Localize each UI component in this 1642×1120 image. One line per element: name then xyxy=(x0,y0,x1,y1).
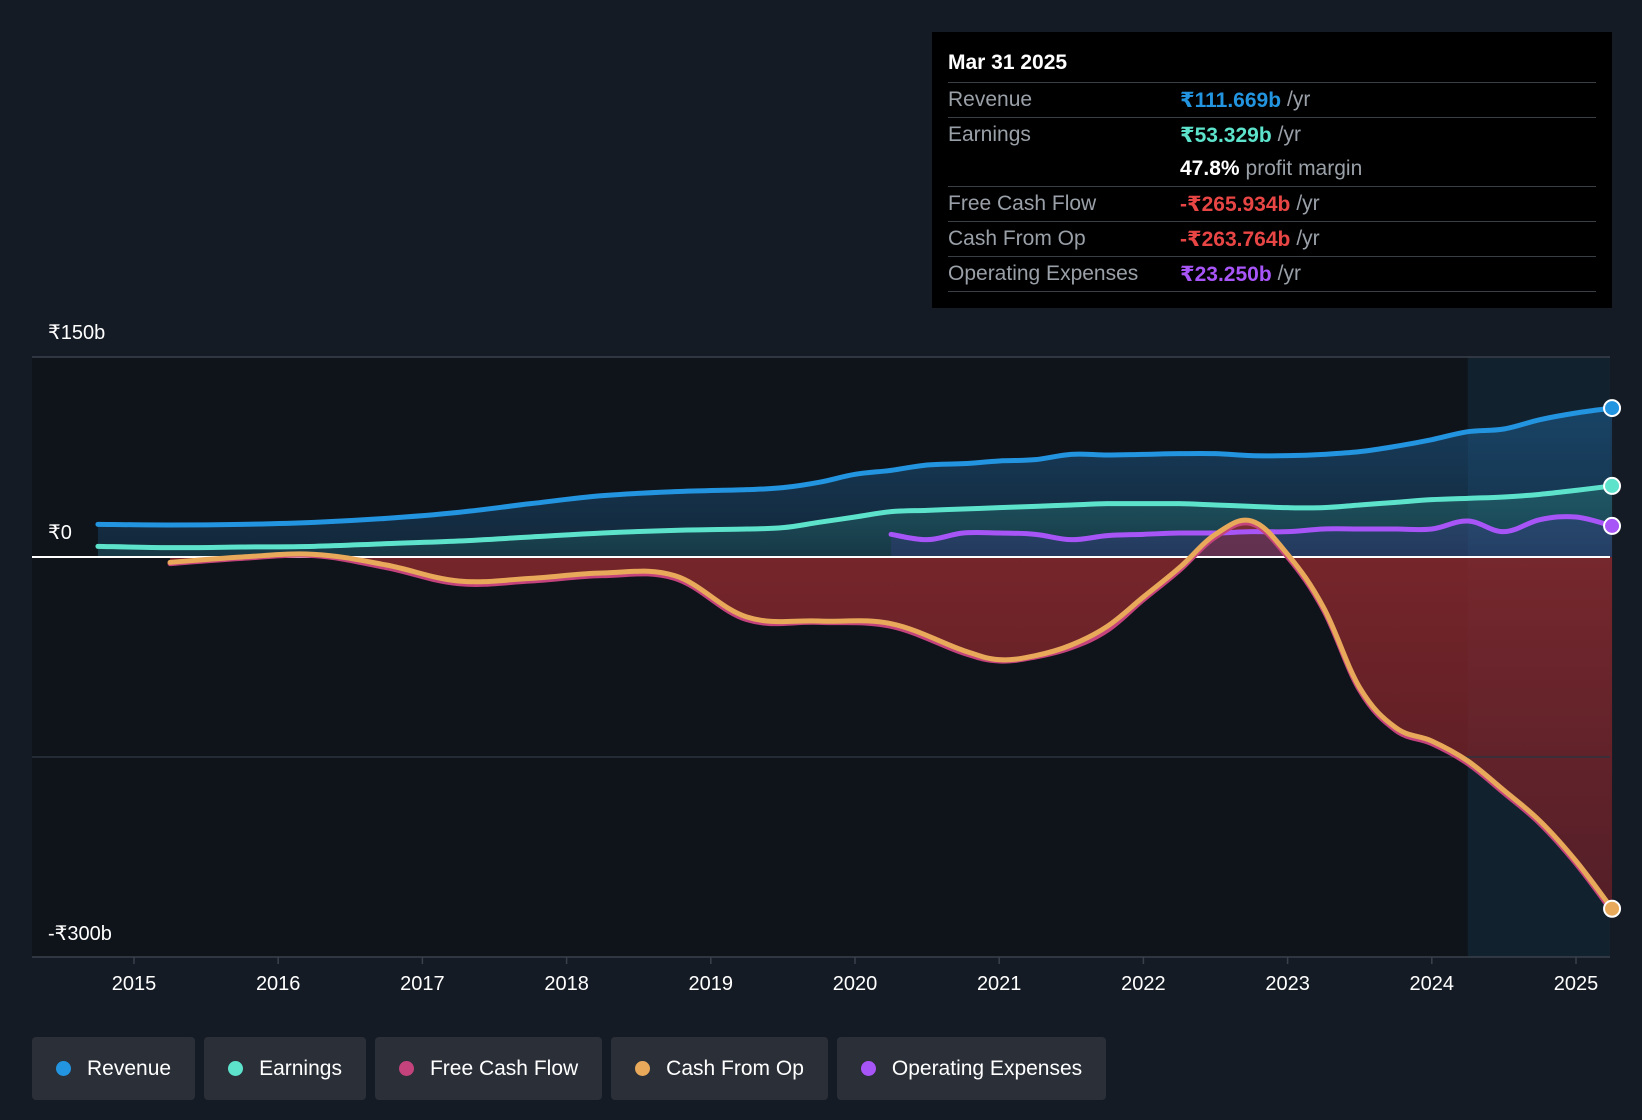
tooltip-row-margin: 47.8% profit margin xyxy=(948,152,1596,186)
tooltip: Mar 31 2025 Revenue ₹111.669b /yr Earnin… xyxy=(932,32,1612,308)
legend-dot-icon xyxy=(635,1061,651,1076)
legend-label: Cash From Op xyxy=(666,1056,804,1080)
operating-expenses-endpoint xyxy=(1603,516,1622,535)
legend-label: Earnings xyxy=(259,1056,342,1080)
legend-item-revenue[interactable]: Revenue xyxy=(32,1037,196,1100)
earnings-endpoint xyxy=(1603,476,1622,495)
tooltip-unit: /yr xyxy=(1277,123,1301,146)
tooltip-label: Operating Expenses xyxy=(948,262,1139,285)
operating-expenses-line xyxy=(888,514,1615,543)
tooltip-label: Revenue xyxy=(948,88,1033,111)
tooltip-unit: /yr xyxy=(1287,88,1311,111)
legend-label: Operating Expenses xyxy=(891,1056,1083,1080)
profit-margin-text: profit margin xyxy=(1245,157,1363,180)
tooltip-row-operating-expenses: Operating Expenses ₹23.250b /yr xyxy=(948,256,1596,292)
x-tick-label: 2021 xyxy=(977,973,1022,995)
cash-from-op-line xyxy=(167,517,1615,912)
legend: Revenue Earnings Free Cash Flow Cash Fro… xyxy=(32,1037,1107,1100)
earnings-line xyxy=(95,483,1615,551)
cash-from-op-area xyxy=(170,520,1613,909)
tooltip-label: Free Cash Flow xyxy=(948,192,1097,215)
x-tick-label: 2020 xyxy=(833,973,878,995)
tooltip-row-free-cash-flow: Free Cash Flow -₹265.934b /yr xyxy=(948,186,1596,221)
tooltip-row-revenue: Revenue ₹111.669b /yr xyxy=(948,82,1596,117)
x-tick-label: 2016 xyxy=(256,973,301,995)
legend-dot-icon xyxy=(228,1061,244,1076)
y-axis-label: ₹150b xyxy=(48,322,105,344)
revenue-line xyxy=(95,405,1615,528)
legend-item-operating-expenses[interactable]: Operating Expenses xyxy=(836,1037,1107,1100)
x-tick-label: 2025 xyxy=(1554,973,1599,995)
legend-dot-icon xyxy=(398,1061,414,1076)
legend-item-free-cash-flow[interactable]: Free Cash Flow xyxy=(374,1037,603,1100)
operating-expenses-area xyxy=(891,516,1613,557)
revenue-endpoint xyxy=(1603,399,1622,418)
tooltip-date: Mar 31 2025 xyxy=(948,51,1068,74)
tooltip-label: Cash From Op xyxy=(948,227,1086,250)
profit-margin-value: 47.8% xyxy=(1180,157,1240,180)
tooltip-value: ₹111.669b xyxy=(1180,88,1282,112)
x-tick-label: 2024 xyxy=(1410,973,1455,995)
legend-item-earnings[interactable]: Earnings xyxy=(204,1037,366,1100)
cash-from-op-endpoint xyxy=(1603,899,1622,918)
x-tick-label: 2023 xyxy=(1265,973,1310,995)
x-tick-label: 2015 xyxy=(112,973,157,995)
y-axis-label: ₹0 xyxy=(48,522,72,544)
legend-label: Free Cash Flow xyxy=(429,1056,579,1080)
y-axis-label: -₹300b xyxy=(48,923,112,945)
tooltip-value: ₹53.329b xyxy=(1180,123,1272,147)
tooltip-row-earnings: Earnings ₹53.329b /yr xyxy=(948,117,1596,152)
tooltip-label: Earnings xyxy=(948,123,1031,146)
tooltip-value: -₹263.764b xyxy=(1180,227,1291,251)
x-tick-label: 2017 xyxy=(400,973,445,995)
tooltip-value: -₹265.934b xyxy=(1180,192,1291,216)
tooltip-unit: /yr xyxy=(1296,227,1320,250)
legend-label: Revenue xyxy=(87,1056,172,1080)
tooltip-value: ₹23.250b xyxy=(1180,262,1272,286)
x-tick-label: 2019 xyxy=(689,973,734,995)
x-tick-label: 2018 xyxy=(544,973,589,995)
tooltip-row-cash-from-op: Cash From Op -₹263.764b /yr xyxy=(948,221,1596,256)
tooltip-unit: /yr xyxy=(1296,192,1320,215)
legend-dot-icon xyxy=(56,1061,71,1076)
legend-dot-icon xyxy=(860,1061,876,1076)
x-tick-label: 2022 xyxy=(1121,973,1166,995)
legend-item-cash-from-op[interactable]: Cash From Op xyxy=(611,1037,828,1100)
tooltip-unit: /yr xyxy=(1277,262,1301,285)
